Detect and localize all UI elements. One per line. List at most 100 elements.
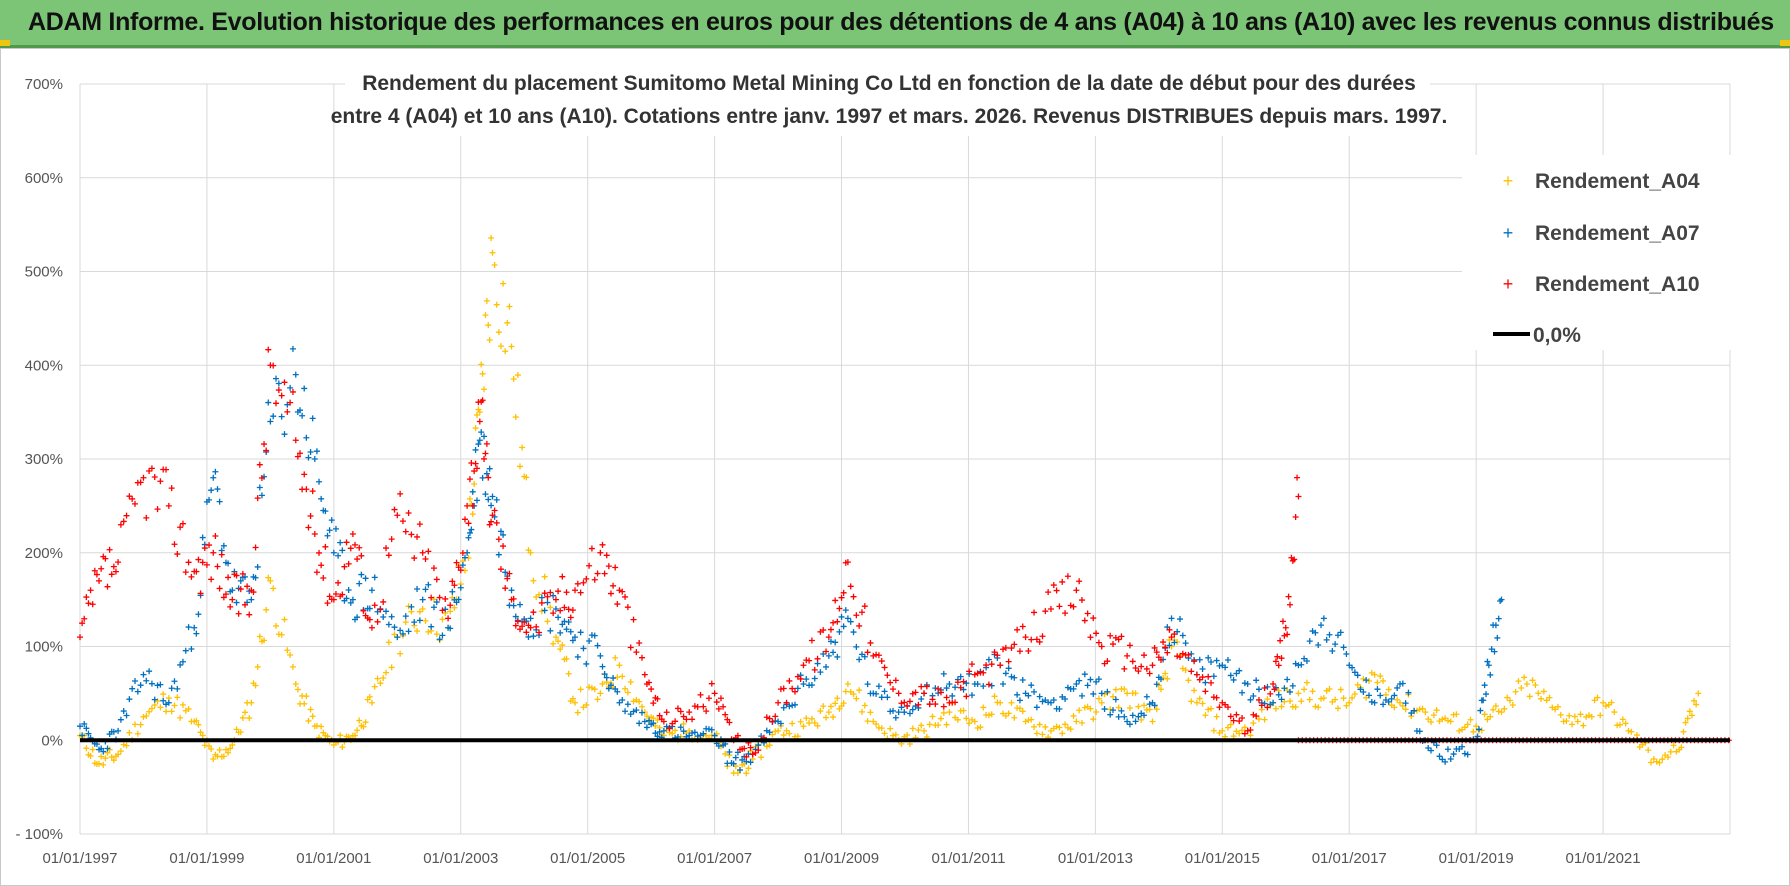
data-point xyxy=(483,470,490,477)
data-point xyxy=(563,626,570,633)
data-point xyxy=(1095,639,1102,646)
data-point xyxy=(971,718,978,725)
data-point xyxy=(1509,701,1516,708)
data-point xyxy=(881,664,888,671)
data-point xyxy=(281,616,288,623)
data-point xyxy=(110,728,117,735)
data-point xyxy=(414,586,421,593)
data-point xyxy=(599,541,606,548)
data-point xyxy=(563,589,570,596)
data-point xyxy=(1298,661,1305,668)
data-point xyxy=(873,651,880,658)
data-point xyxy=(1062,696,1069,703)
legend-item-a04[interactable]: + Rendement_A04 xyxy=(1503,170,1700,193)
data-point xyxy=(193,717,200,724)
data-point xyxy=(1295,493,1302,500)
data-point xyxy=(388,536,395,543)
data-point xyxy=(324,600,331,607)
data-point xyxy=(195,611,202,618)
data-point xyxy=(1608,699,1615,706)
data-point xyxy=(322,508,329,515)
data-point xyxy=(1332,696,1339,703)
data-point xyxy=(163,708,170,715)
data-point xyxy=(646,717,653,724)
data-point xyxy=(1101,706,1108,713)
data-point xyxy=(193,568,200,575)
data-point xyxy=(1617,721,1623,728)
data-point xyxy=(1213,694,1220,701)
data-point xyxy=(439,632,446,639)
data-point xyxy=(1588,713,1595,720)
data-point xyxy=(800,662,807,669)
data-point xyxy=(318,723,325,730)
data-point xyxy=(1064,724,1071,731)
data-point xyxy=(81,720,88,727)
data-point xyxy=(533,623,540,630)
data-point xyxy=(1371,699,1378,706)
data-point xyxy=(1129,658,1136,665)
data-point xyxy=(1014,626,1021,633)
data-point xyxy=(1073,718,1080,725)
data-point xyxy=(430,604,437,611)
data-point xyxy=(1067,602,1074,609)
data-point xyxy=(110,563,117,570)
data-point xyxy=(258,492,265,499)
legend-item-a10[interactable]: + Rendement_A10 xyxy=(1503,273,1700,296)
data-point xyxy=(1241,730,1248,737)
data-point xyxy=(1340,695,1347,702)
data-point xyxy=(134,688,141,695)
data-point xyxy=(1093,678,1100,685)
data-point xyxy=(1157,676,1164,683)
data-point xyxy=(115,751,122,758)
data-point xyxy=(326,527,333,534)
data-point xyxy=(134,730,141,737)
data-point xyxy=(550,592,557,599)
data-point xyxy=(680,728,687,735)
data-point xyxy=(466,476,473,483)
data-point xyxy=(485,474,492,481)
data-point xyxy=(98,753,105,760)
data-point xyxy=(120,518,127,525)
data-point xyxy=(1143,693,1150,700)
legend-marker-a04: + xyxy=(1503,171,1514,191)
data-point xyxy=(842,607,849,614)
data-point xyxy=(455,596,462,603)
data-point xyxy=(672,727,679,734)
legend-item-zero[interactable]: 0,0% xyxy=(1493,324,1581,347)
data-point xyxy=(193,630,200,637)
data-point xyxy=(559,573,566,580)
data-point xyxy=(457,567,464,574)
data-point xyxy=(521,619,528,626)
data-point xyxy=(1160,639,1167,646)
data-point xyxy=(96,760,103,767)
data-point xyxy=(890,707,897,714)
data-point xyxy=(691,729,698,736)
data-point xyxy=(814,722,821,729)
data-point xyxy=(586,684,593,691)
data-point xyxy=(747,759,754,766)
data-point xyxy=(572,587,578,594)
data-point xyxy=(311,456,318,462)
data-point xyxy=(605,563,612,570)
data-point xyxy=(943,721,950,728)
data-point xyxy=(921,727,928,734)
data-point xyxy=(481,455,488,462)
data-point xyxy=(881,730,888,737)
data-point xyxy=(734,770,741,777)
data-point xyxy=(1112,686,1119,693)
data-point xyxy=(713,699,720,706)
data-point xyxy=(648,686,655,693)
data-point xyxy=(1442,758,1449,765)
data-point xyxy=(1515,678,1522,685)
data-point xyxy=(1659,756,1666,763)
data-point xyxy=(1523,681,1530,687)
data-point xyxy=(479,397,486,404)
data-point xyxy=(500,543,507,550)
data-point xyxy=(591,576,598,583)
legend-item-a07[interactable]: + Rendement_A07 xyxy=(1503,222,1700,245)
data-point xyxy=(803,715,810,722)
data-point xyxy=(246,611,253,618)
data-point xyxy=(1337,686,1344,693)
data-point xyxy=(508,587,515,594)
data-point xyxy=(1487,713,1494,720)
